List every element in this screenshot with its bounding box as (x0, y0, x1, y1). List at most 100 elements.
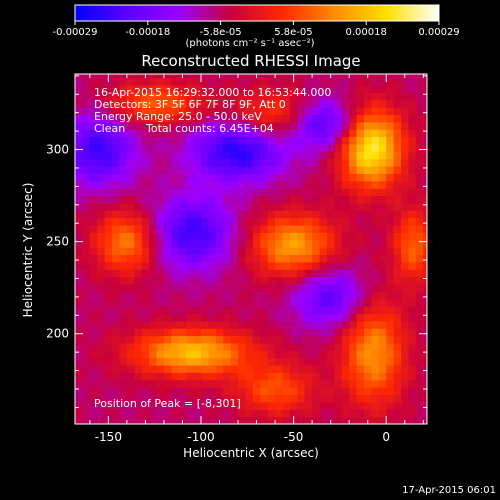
heatmap-cell (260, 173, 269, 182)
heatmap-cell (252, 166, 261, 174)
heatmap-cell (245, 225, 254, 233)
heatmap-cell (408, 121, 417, 130)
heatmap-cell (312, 357, 321, 366)
heatmap-cell (104, 107, 113, 116)
heatmap-cell (275, 394, 283, 403)
heatmap-cell (178, 195, 187, 204)
heatmap-cell (141, 144, 150, 152)
heatmap-cell (245, 269, 254, 278)
heatmap-cell (260, 202, 269, 211)
heatmap-cell (378, 394, 387, 403)
heatmap-cell (423, 379, 427, 388)
heatmap-cell (297, 166, 306, 174)
heatmap-cell (356, 129, 365, 138)
heatmap-cell (208, 269, 217, 278)
heatmap-cell (149, 239, 158, 248)
heatmap-cell (163, 372, 172, 381)
heatmap-cell (193, 261, 202, 270)
heatmap-cell (393, 232, 402, 241)
heatmap-cell (289, 166, 298, 174)
heatmap-cell (326, 217, 335, 226)
heatmap-cell (415, 261, 424, 270)
heatmap-cell (312, 107, 321, 116)
heatmap-cell (415, 313, 424, 322)
heatmap-cell (349, 409, 358, 418)
x-tick-label: -50 (284, 430, 304, 444)
heatmap-cell (282, 306, 291, 314)
heatmap-cell (297, 379, 306, 388)
heatmap-cell (200, 173, 209, 182)
heatmap-cell (401, 291, 409, 300)
heatmap-cell (89, 225, 98, 233)
heatmap-cell (230, 284, 239, 292)
heatmap-cell (289, 210, 298, 219)
heatmap-cell (119, 74, 128, 79)
heatmap-cell (134, 202, 143, 211)
heatmap-cell (223, 365, 232, 373)
heatmap-cell (386, 291, 395, 300)
heatmap-cell (260, 306, 269, 314)
heatmap-cell (156, 188, 165, 197)
heatmap-cell (326, 247, 335, 256)
heatmap-cell (223, 151, 232, 160)
heatmap-cell (408, 210, 417, 219)
heatmap-cell (393, 210, 402, 219)
heatmap-cell (297, 291, 306, 300)
heatmap-cell (186, 99, 195, 108)
heatmap-cell (89, 195, 98, 204)
heatmap-cell (326, 379, 335, 388)
heatmap-cell (371, 247, 380, 256)
heatmap-cell (156, 114, 165, 123)
heatmap-cell (200, 225, 209, 233)
heatmap-cell (371, 350, 380, 359)
heatmap-cell (326, 357, 335, 366)
heatmap-cell (178, 225, 187, 233)
heatmap-cell (215, 394, 224, 403)
heatmap-cell (171, 335, 180, 344)
heatmap-cell (200, 129, 209, 138)
heatmap-cell (312, 74, 321, 79)
heatmap-cell (423, 217, 427, 226)
heatmap-cell (193, 180, 202, 189)
annotation-peak-position: Position of Peak = [-8,301] (94, 397, 241, 410)
heatmap-cell (141, 210, 150, 219)
heatmap-cell (141, 379, 150, 388)
heatmap-cell (401, 269, 409, 278)
heatmap-cell (304, 342, 313, 351)
heatmap-cell (163, 114, 172, 123)
heatmap-cell (223, 74, 232, 79)
heatmap-cell (408, 77, 417, 86)
heatmap-cell (82, 74, 91, 79)
heatmap-cell (193, 92, 202, 101)
heatmap-cell (378, 129, 387, 138)
heatmap-cell (156, 217, 165, 226)
heatmap-cell (319, 210, 328, 219)
heatmap-cell (89, 114, 98, 123)
heatmap-cell (75, 144, 83, 152)
heatmap-cell (186, 232, 195, 241)
heatmap-cell (178, 306, 187, 314)
heatmap-cell (230, 320, 239, 329)
heatmap-cell (371, 306, 380, 314)
heatmap-cell (230, 188, 239, 197)
heatmap-cell (386, 74, 395, 79)
heatmap-cell (245, 261, 254, 270)
heatmap-cell (282, 188, 291, 197)
heatmap-cell (223, 77, 232, 86)
heatmap-cell (149, 77, 158, 86)
heatmap-cell (112, 92, 120, 101)
heatmap-cell (163, 77, 172, 86)
heatmap-cell (297, 284, 306, 292)
heatmap-cell (378, 210, 387, 219)
heatmap-cell (371, 313, 380, 322)
heatmap-cell (230, 158, 239, 167)
colorbar: -0.00029 -0.00018 -5.8e-05 5.8e-05 0.00018 0.… (53, 4, 460, 38)
heatmap-cell (193, 409, 202, 418)
heatmap-cell (289, 225, 298, 233)
heatmap-cell (275, 306, 283, 314)
heatmap-cell (230, 92, 239, 101)
heatmap-cell (386, 387, 395, 396)
heatmap-cell (326, 173, 335, 182)
heatmap-cell (356, 158, 365, 167)
heatmap-cell (275, 180, 283, 189)
